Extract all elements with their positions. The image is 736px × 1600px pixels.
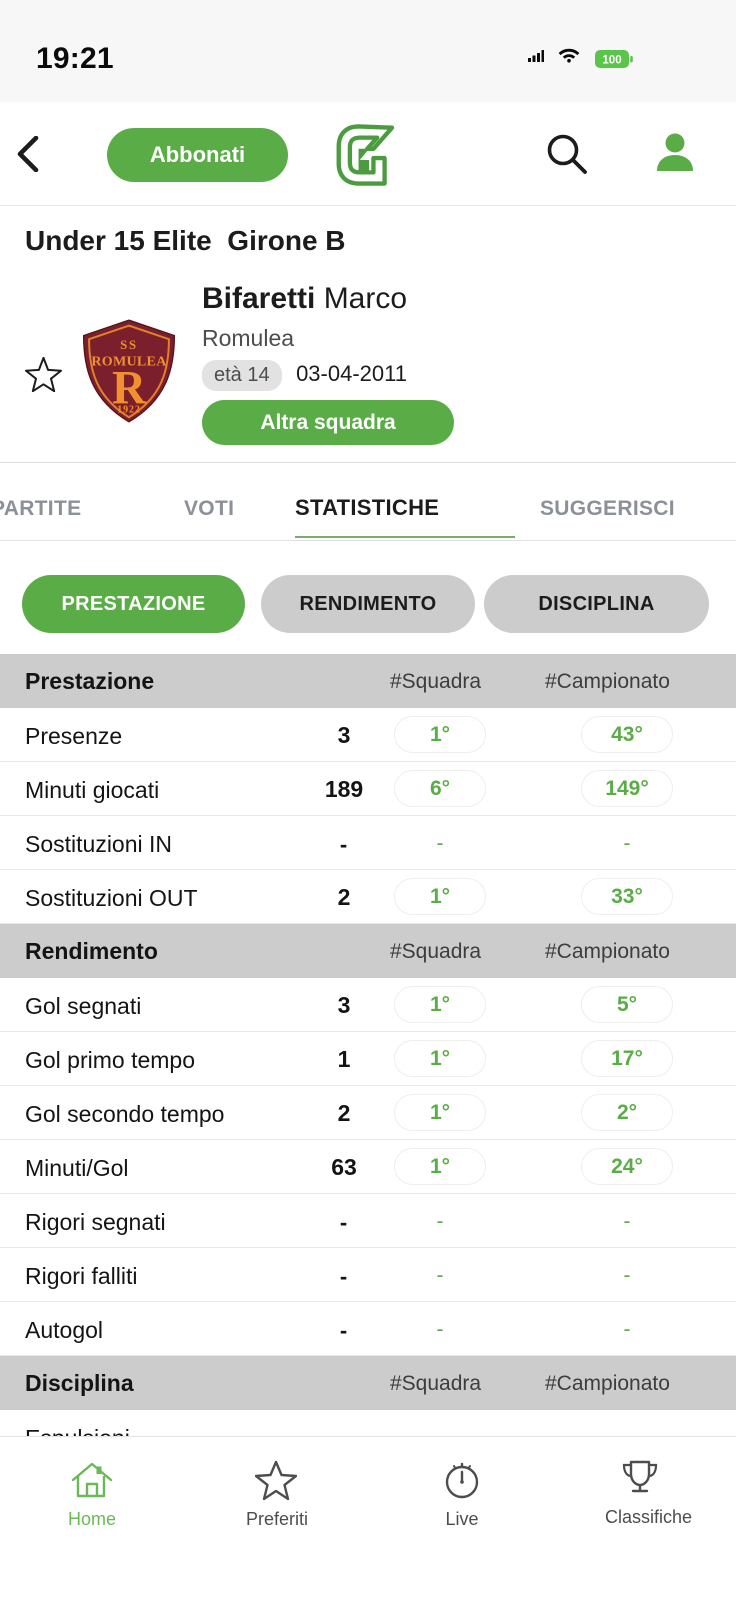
svg-text:SS: SS [120, 338, 138, 352]
svg-text:1922: 1922 [117, 405, 141, 416]
svg-text:100: 100 [602, 55, 621, 67]
